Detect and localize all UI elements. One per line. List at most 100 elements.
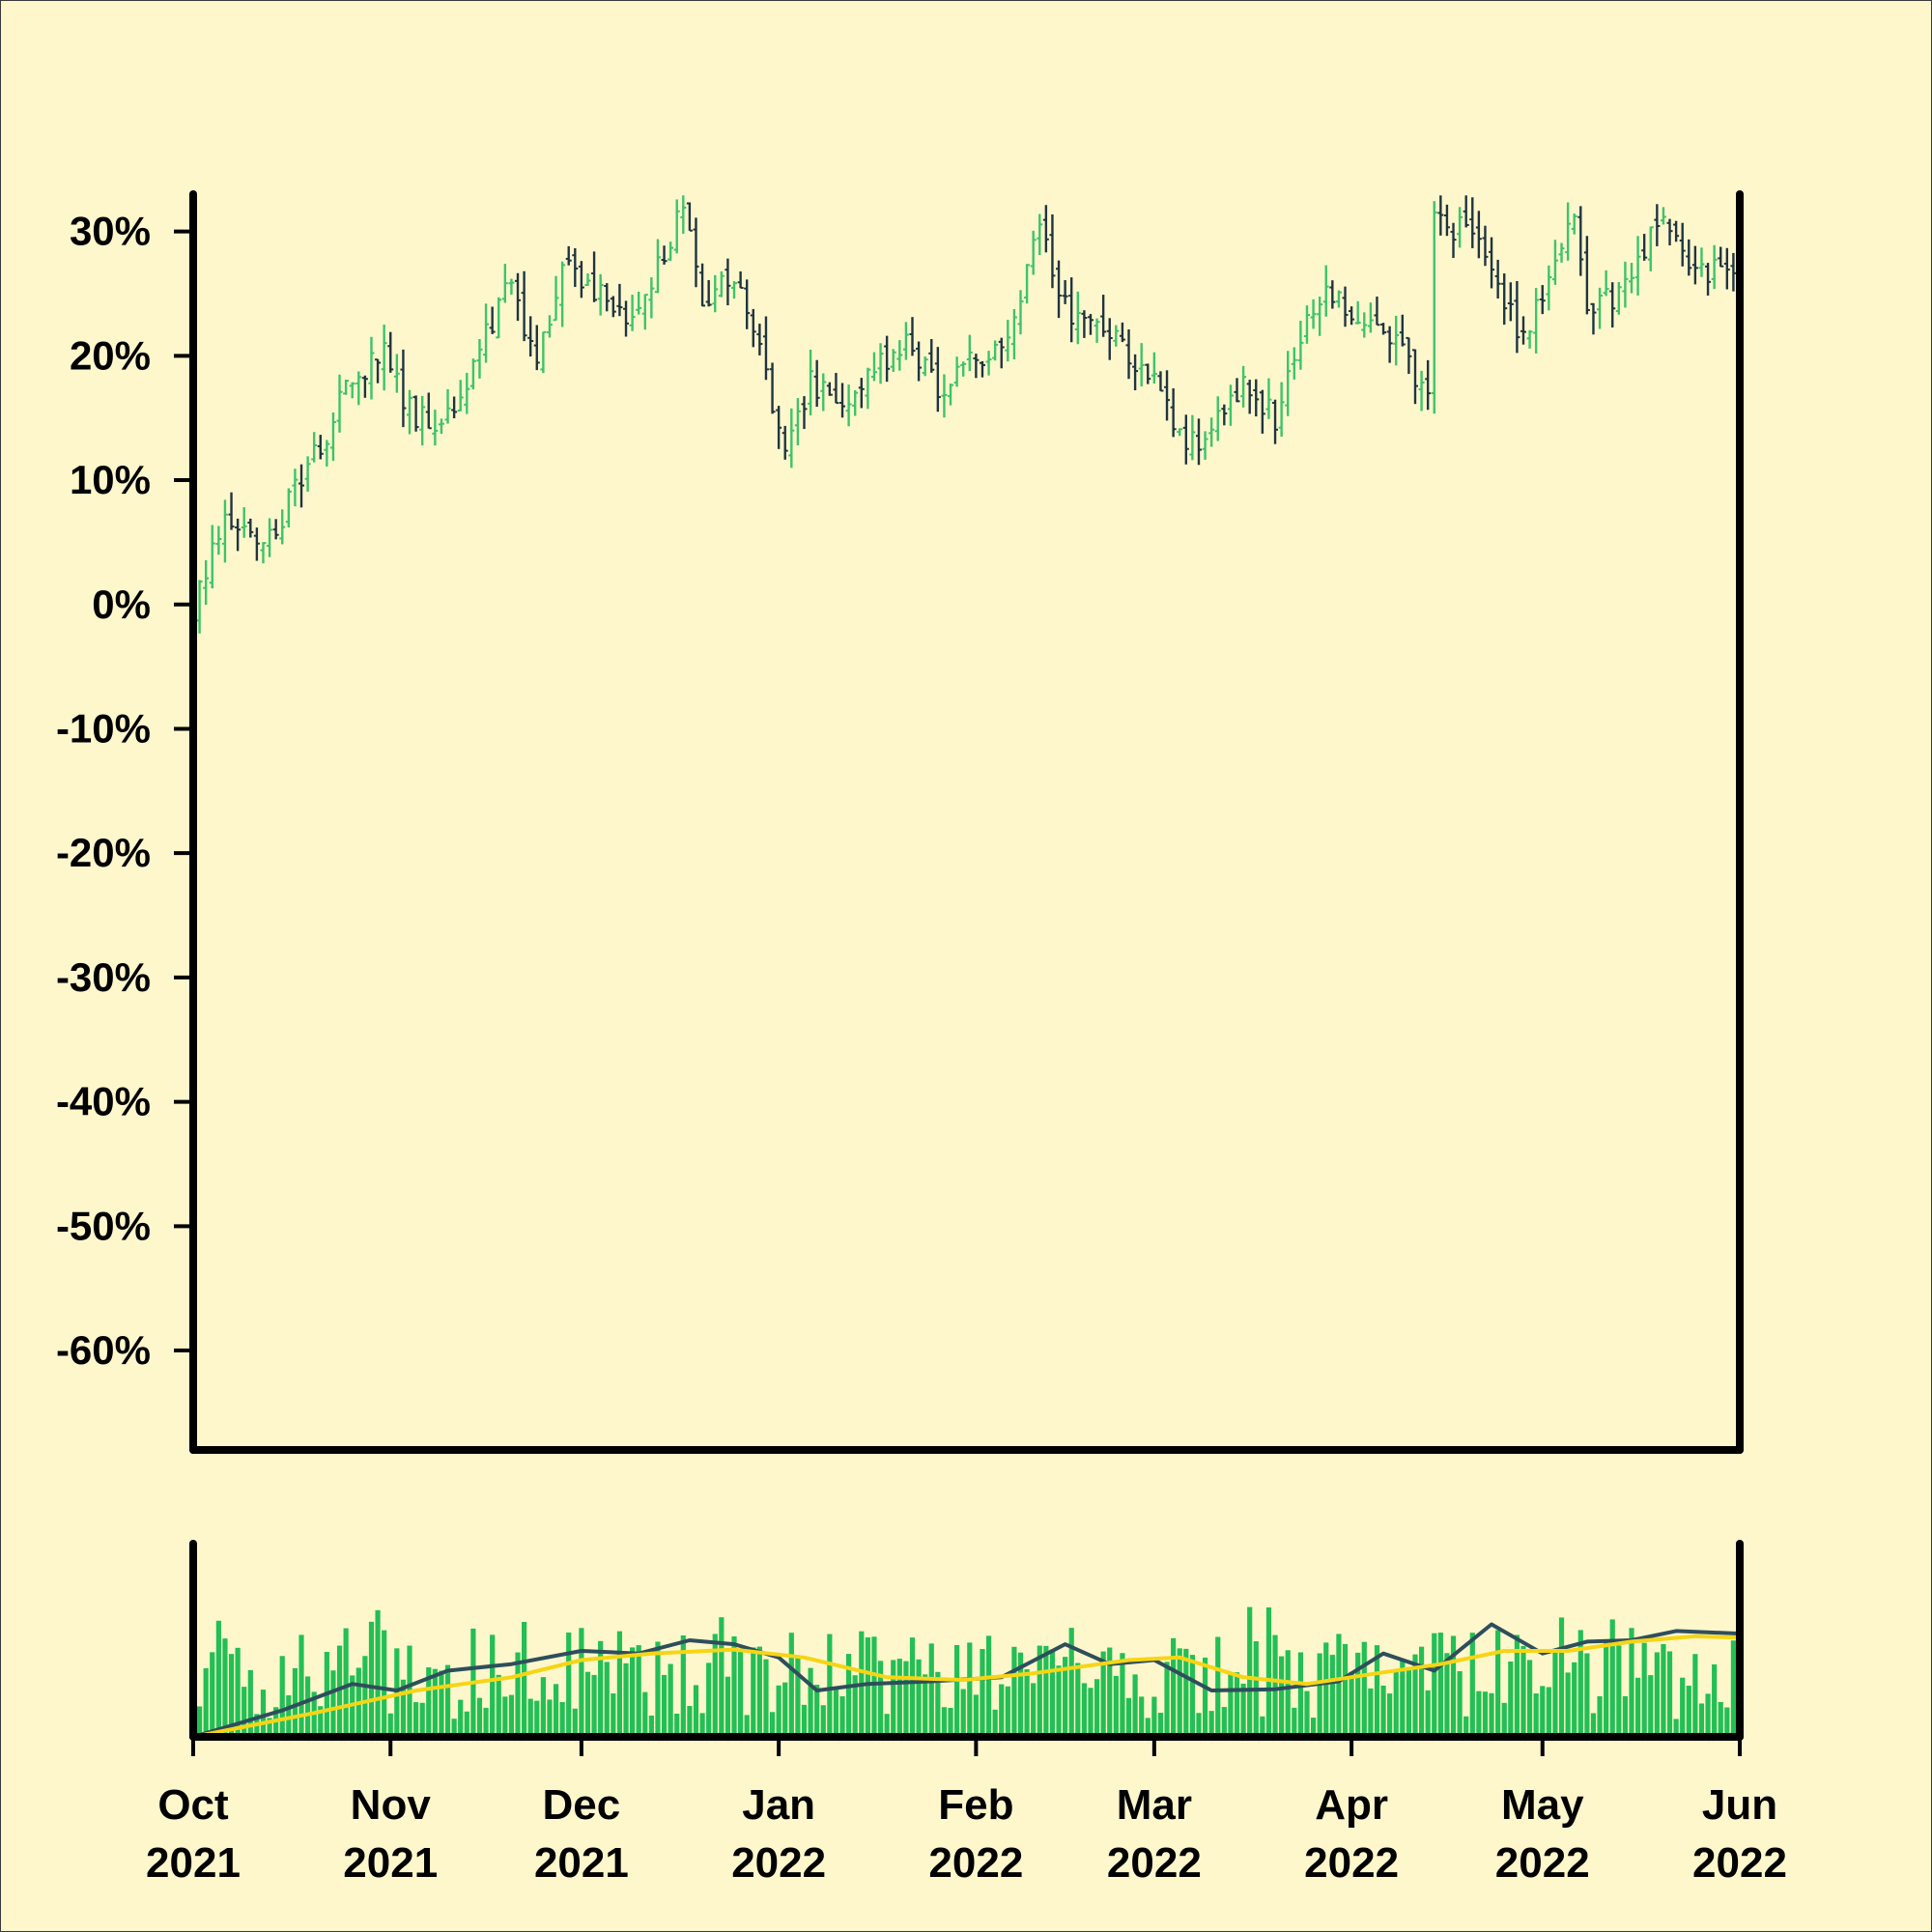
x-tick-year: 2022	[1692, 1839, 1787, 1887]
volume-bar	[1215, 1636, 1221, 1737]
ohlc-bar	[762, 316, 769, 381]
ohlc-bar	[1418, 370, 1425, 412]
volume-bar	[1349, 1671, 1354, 1737]
volume-bar	[502, 1696, 508, 1737]
y-tick-label: -60%	[56, 1327, 151, 1373]
ohlc-bar	[845, 384, 852, 427]
ohlc-bar	[1489, 237, 1495, 289]
volume-bar	[439, 1670, 444, 1737]
ohlc-bar	[375, 358, 382, 384]
ohlc-bar	[661, 245, 668, 265]
volume-bar	[954, 1644, 960, 1737]
y-tick-label: 0%	[92, 582, 151, 627]
x-tick-month: Jun	[1702, 1781, 1777, 1829]
volume-bar	[1120, 1653, 1125, 1737]
volume-bar	[196, 1706, 203, 1737]
volume-bar	[343, 1628, 349, 1737]
volume-bar	[1272, 1634, 1278, 1737]
ohlc-bar	[209, 525, 215, 589]
ohlc-bar	[1597, 287, 1604, 329]
volume-bar	[375, 1609, 381, 1737]
volume-bar	[1476, 1690, 1482, 1737]
volume-bar	[1387, 1693, 1393, 1737]
ohlc-bar	[1450, 222, 1457, 259]
volume-bar	[458, 1699, 464, 1737]
ohlc-bar	[419, 395, 426, 446]
ohlc-bar	[221, 499, 228, 563]
ohlc-bar	[1081, 310, 1088, 338]
volume-bar	[330, 1670, 336, 1737]
ohlc-bar	[311, 432, 318, 463]
volume-bar	[674, 1713, 680, 1737]
ohlc-bar	[317, 435, 324, 460]
volume-bar	[1285, 1650, 1291, 1737]
ohlc-bars	[190, 195, 1743, 634]
volume-bar	[598, 1640, 604, 1737]
ohlc-bar	[1329, 280, 1336, 309]
ohlc-bar	[833, 373, 839, 405]
ohlc-bar	[1647, 226, 1654, 271]
ohlc-bar	[1285, 351, 1292, 416]
volume-bar	[210, 1652, 215, 1737]
volume-bar	[1196, 1713, 1202, 1737]
ohlc-bar	[1546, 265, 1552, 311]
volume-bar	[1342, 1643, 1349, 1737]
volume-bar	[1151, 1696, 1157, 1737]
volume-bar	[1329, 1655, 1335, 1737]
ohlc-bar	[597, 273, 604, 316]
ohlc-bar	[1723, 247, 1730, 290]
ohlc-bar	[260, 542, 267, 564]
volume-bar	[553, 1684, 559, 1737]
ohlc-bar	[1443, 204, 1450, 237]
volume-bar	[419, 1702, 425, 1737]
ohlc-bar	[1437, 195, 1444, 236]
ohlc-bar	[865, 367, 871, 410]
volume-bar	[368, 1621, 375, 1737]
ohlc-bar	[1577, 206, 1584, 276]
volume-bar	[941, 1707, 948, 1737]
ohlc-bar	[1507, 282, 1514, 322]
ohlc-bar	[1411, 349, 1418, 405]
volume-bar	[1609, 1619, 1615, 1737]
ohlc-bar	[1010, 308, 1017, 359]
ohlc-bar	[916, 341, 923, 382]
ohlc-bar	[540, 330, 547, 374]
volume-bar	[661, 1674, 668, 1737]
volume-bar	[1393, 1670, 1399, 1737]
ohlc-bar	[1615, 282, 1622, 315]
volume-bar	[1049, 1649, 1056, 1737]
ohlc-bar	[941, 374, 948, 418]
ohlc-bar	[1641, 234, 1648, 261]
volume-bar	[884, 1714, 890, 1737]
volume-bar	[1661, 1643, 1666, 1737]
ohlc-bar	[203, 559, 210, 606]
volume-bar	[788, 1633, 794, 1737]
x-tick-month: Nov	[351, 1781, 432, 1829]
volume-bar	[1113, 1675, 1119, 1737]
volume-bar	[412, 1702, 419, 1737]
ohlc-bar	[1711, 244, 1718, 290]
ohlc-bar	[1565, 202, 1572, 261]
price-panel: 30% 20% 10% 0% -10% -20% -30% -40% -50% -60%	[56, 190, 1744, 1454]
volume-bar	[1265, 1607, 1272, 1737]
ohlc-bar	[718, 270, 724, 298]
ohlc-bar	[1654, 204, 1661, 246]
ohlc-bar	[712, 274, 719, 313]
ohlc-bar	[1475, 211, 1482, 259]
ohlc-bar	[1214, 396, 1221, 441]
ohlc-bar	[776, 406, 782, 449]
ohlc-bar	[744, 279, 751, 329]
volume-bar	[242, 1687, 247, 1737]
ohlc-bar	[781, 425, 788, 460]
ohlc-bar	[1087, 314, 1094, 335]
ohlc-bar	[1106, 318, 1113, 360]
ohlc-bar	[1551, 240, 1558, 285]
volume-bar	[1177, 1648, 1182, 1737]
ohlc-bar	[253, 527, 260, 561]
ohlc-bar	[1691, 245, 1698, 285]
volume-bar	[1107, 1647, 1113, 1737]
ohlc-bar	[884, 335, 891, 383]
ohlc-bar	[1374, 297, 1380, 327]
